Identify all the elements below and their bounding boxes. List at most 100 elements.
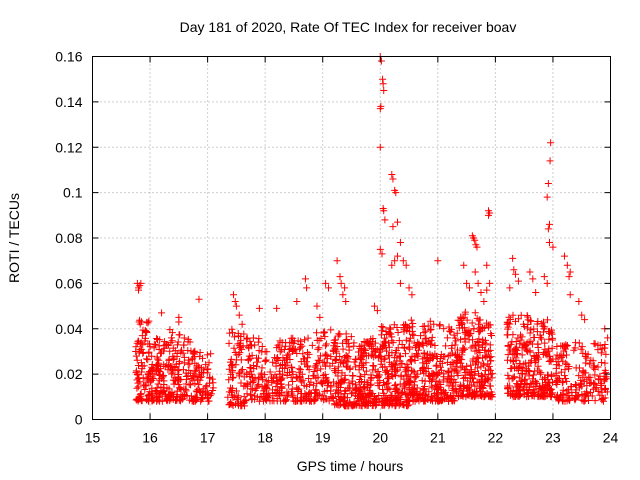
data-point [410,385,418,393]
data-point [600,369,608,377]
data-point [285,368,293,376]
data-point [442,342,450,350]
data-point [242,335,250,343]
data-point [169,356,177,364]
data-point [152,341,160,349]
data-point [485,370,493,378]
data-point [548,344,556,352]
data-point [517,311,525,319]
data-point [304,334,312,342]
data-point [276,348,284,356]
data-point [286,356,294,364]
data-point [420,386,428,394]
data-point [380,401,388,409]
data-point [575,298,583,306]
data-point [461,334,469,342]
data-point [355,401,363,409]
data-point [425,388,433,396]
data-point [452,358,460,366]
data-point [447,372,455,380]
data-point [185,380,193,388]
data-point [380,389,388,397]
data-point [315,336,323,344]
data-point [225,339,233,347]
data-point [170,354,178,362]
data-point [469,357,477,365]
data-point [532,379,540,387]
data-point [313,329,321,337]
data-point [594,341,602,349]
data-point [160,344,168,352]
data-point [591,397,599,405]
data-point [303,394,311,402]
data-point [479,384,487,392]
data-point [292,373,300,381]
data-point [533,328,541,336]
data-point [318,380,326,388]
data-point [234,394,242,402]
data-point [529,375,537,383]
data-point [341,354,349,362]
data-point [315,344,323,352]
data-point [440,325,448,333]
data-point [254,338,262,346]
data-point [545,220,553,228]
data-point [377,102,385,110]
data-point [448,365,456,373]
data-point [179,394,187,402]
data-point [268,386,276,394]
data-point [341,390,349,398]
data-point [377,357,385,365]
data-point [203,382,211,390]
data-point [225,376,233,384]
data-point [453,369,461,377]
data-point [169,344,177,352]
data-point [403,364,411,372]
data-point [339,345,347,353]
data-point [322,342,330,350]
data-point [376,245,384,253]
data-point [598,359,606,367]
data-point [275,391,283,399]
data-point [557,391,565,399]
data-point [298,378,306,386]
data-point [379,343,387,351]
data-point [346,364,354,372]
x-tick-label: 21 [430,430,446,446]
data-point [419,366,427,374]
data-point [303,363,311,371]
data-point [389,175,397,183]
data-point [552,369,560,377]
data-point [277,397,285,405]
data-point [475,335,483,343]
data-point [542,378,550,386]
data-point [538,320,546,328]
data-point [228,325,236,333]
y-tick-labels: 0 0.02 0.04 0.06 0.08 0.1 0.12 0.14 0.16 [55,49,82,428]
data-point [415,390,423,398]
data-point [430,320,438,328]
data-point [374,382,382,390]
data-point [544,225,552,233]
data-point [408,352,416,360]
data-point [153,334,161,342]
data-point [548,334,556,342]
data-point [364,338,372,346]
data-point [504,389,512,397]
data-point [471,309,479,317]
data-point [488,331,496,339]
data-point [461,308,469,316]
y-tick-label: 0.14 [55,94,82,110]
y-tick-label: 0 [75,412,83,428]
data-point [526,317,534,325]
data-point [203,369,211,377]
data-point [601,394,609,402]
data-point [231,298,239,306]
data-point [277,376,285,384]
data-point [333,257,341,265]
data-point [445,323,453,331]
data-point [344,358,352,366]
data-point [305,374,313,382]
data-point [400,321,408,329]
data-point [590,362,598,370]
